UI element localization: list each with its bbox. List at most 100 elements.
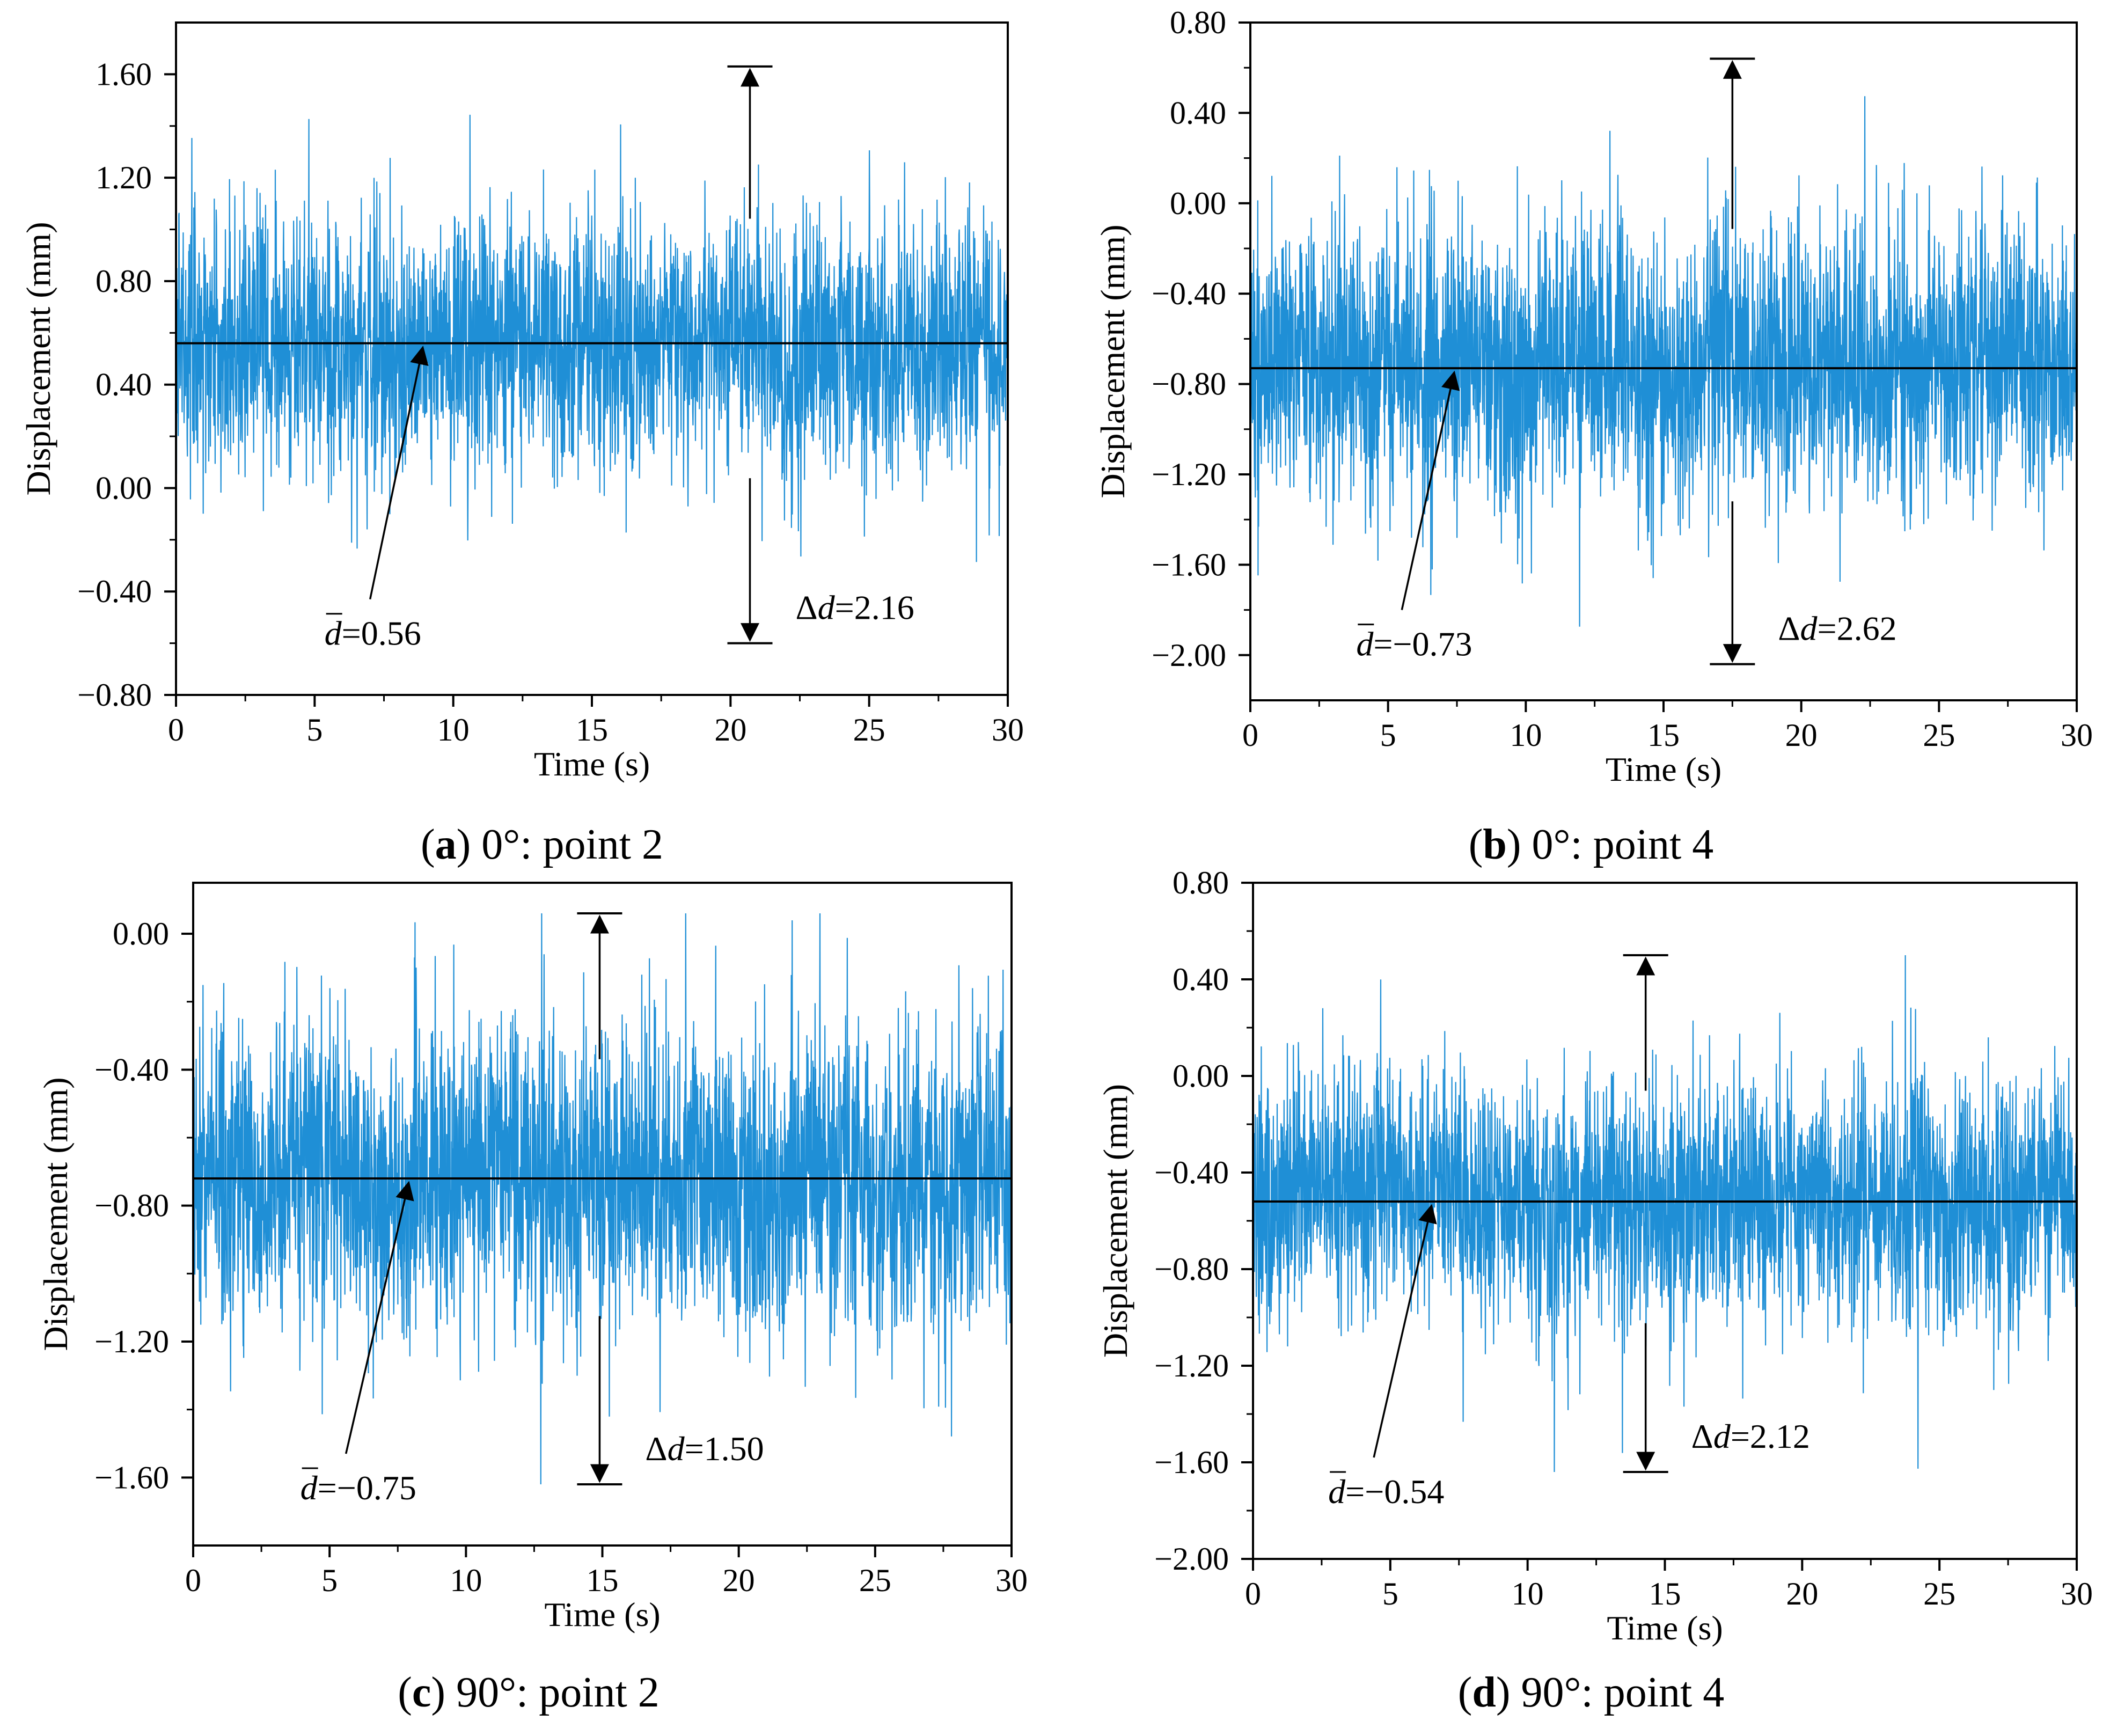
x-tick-label: 15 — [576, 712, 608, 748]
y-tick-label: −1.20 — [94, 1324, 169, 1359]
mean-value: =−0.54 — [1345, 1473, 1444, 1511]
mean-symbol: d — [1356, 625, 1374, 663]
range-value: =1.50 — [685, 1430, 764, 1468]
y-axis-title: Displacement (mm) — [36, 1077, 75, 1351]
chart-panel-d: 0 5 10 15 20 25 30 −2.00 −1.60 −1.20 −0.80 −0.40 0.0… — [1096, 865, 2093, 1716]
panel-caption: (c) 90°: point 2 — [398, 1669, 659, 1716]
y-tick-label: −0.80 — [94, 1188, 169, 1224]
caption-open-paren: ( — [1458, 1669, 1472, 1716]
y-tick-label: −0.80 — [77, 677, 152, 713]
x-axis-title: Time (s) — [544, 1595, 660, 1634]
range-value: =2.16 — [835, 589, 914, 627]
y-tick-label: 0.80 — [96, 263, 152, 299]
range-label: Δd=1.50 — [645, 1430, 764, 1468]
y-tick-label: −0.40 — [1154, 1155, 1229, 1190]
mean-pointer-arrow — [369, 346, 429, 600]
caption-text: ) 90°: point 4 — [1496, 1669, 1724, 1716]
y-tick-label: 0.80 — [1170, 5, 1226, 40]
y-tick-label: −1.20 — [1154, 1348, 1229, 1383]
chart-panel-a: 0 5 10 15 20 25 30 −0.80 −0.40 0.00 0.40 0.80 1.20 1.… — [19, 21, 1024, 868]
x-tick-label: 30 — [992, 712, 1024, 748]
delta-symbol: Δ — [1691, 1417, 1713, 1455]
x-tick-label: 25 — [1923, 717, 1955, 753]
x-tick-label: 10 — [1512, 1576, 1544, 1612]
x-tick-label: 10 — [1510, 717, 1542, 753]
caption-open-paren: ( — [398, 1669, 412, 1716]
panel-caption: (a) 0°: point 2 — [421, 821, 663, 868]
x-tick-label: 30 — [2061, 717, 2093, 753]
x-tick-label: 5 — [1380, 717, 1396, 753]
delta-variable: d — [668, 1430, 685, 1468]
panel-caption: (d) 90°: point 4 — [1458, 1669, 1724, 1716]
mean-label: d=−0.75 — [301, 1469, 416, 1507]
mean-value: =−0.75 — [318, 1469, 416, 1507]
y-tick-label: 1.60 — [96, 56, 152, 92]
range-label: Δd=2.12 — [1691, 1417, 1810, 1455]
mean-label: d=0.56 — [325, 614, 421, 653]
delta-variable: d — [1713, 1417, 1731, 1455]
x-tick-label: 20 — [714, 712, 746, 748]
x-axis-title: Time (s) — [534, 745, 650, 783]
series-line-displacement — [193, 913, 1012, 1485]
x-tick-label: 15 — [587, 1563, 619, 1598]
y-tick-label: −1.60 — [94, 1460, 169, 1495]
mean-pointer-arrow — [345, 1181, 414, 1454]
y-tick-label: 0.00 — [1170, 186, 1226, 221]
panel-caption: (b) 0°: point 4 — [1469, 821, 1713, 868]
caption-text: ) 90°: point 2 — [431, 1669, 659, 1716]
mean-symbol: d — [1328, 1473, 1346, 1511]
y-tick-label: −0.80 — [1152, 367, 1226, 402]
delta-symbol: Δ — [796, 589, 818, 627]
range-label: Δd=2.16 — [796, 589, 914, 627]
caption-letter: b — [1483, 821, 1507, 868]
caption-open-paren: ( — [421, 821, 435, 868]
series-line-displacement — [1253, 955, 2077, 1473]
x-tick-label: 30 — [2061, 1576, 2093, 1612]
y-tick-label: −1.20 — [1152, 457, 1226, 492]
series-line-displacement — [1250, 96, 2077, 627]
x-tick-label: 15 — [1649, 1576, 1681, 1612]
y-tick-label: 0.00 — [1173, 1058, 1229, 1094]
delta-symbol: Δ — [1778, 610, 1800, 648]
x-axis-title: Time (s) — [1607, 1609, 1723, 1647]
y-tick-label: 0.40 — [96, 367, 152, 402]
chart-panel-c: 0 5 10 15 20 25 30 −1.60 −1.20 −0.80 −0.40 0.00 Time… — [36, 882, 1028, 1716]
x-tick-label: 10 — [437, 712, 470, 748]
x-tick-label: 0 — [1245, 1576, 1261, 1612]
mean-symbol: d — [301, 1469, 318, 1507]
mean-symbol: d — [325, 614, 342, 653]
y-tick-label: −0.40 — [77, 574, 152, 609]
mean-value: =0.56 — [342, 614, 421, 653]
x-tick-label: 0 — [1242, 717, 1258, 753]
x-tick-label: 0 — [185, 1563, 201, 1598]
mean-label: d=−0.54 — [1328, 1473, 1444, 1511]
range-value: =2.62 — [1817, 610, 1896, 648]
x-tick-label: 25 — [853, 712, 885, 748]
mean-value: =−0.73 — [1373, 625, 1472, 663]
caption-letter: d — [1472, 1669, 1496, 1716]
range-value: =2.12 — [1731, 1417, 1810, 1455]
y-tick-label: 1.20 — [96, 160, 152, 195]
x-tick-label: 20 — [1785, 717, 1818, 753]
delta-symbol: Δ — [645, 1430, 667, 1468]
x-tick-label: 25 — [859, 1563, 891, 1598]
y-tick-label: −0.40 — [1152, 276, 1226, 311]
caption-text: ) 0°: point 2 — [457, 821, 663, 868]
caption-letter: a — [435, 821, 457, 868]
y-tick-label: 0.00 — [96, 470, 152, 506]
x-tick-label: 5 — [306, 712, 323, 748]
x-tick-label: 20 — [723, 1563, 755, 1598]
y-tick-label: −2.00 — [1152, 638, 1226, 673]
x-tick-label: 25 — [1923, 1576, 1955, 1612]
y-tick-label: −1.60 — [1152, 547, 1226, 582]
x-axis-title: Time (s) — [1606, 750, 1721, 788]
x-tick-label: 30 — [995, 1563, 1028, 1598]
y-axis-title: Displacement (mm) — [19, 222, 57, 495]
y-tick-label: 0.40 — [1170, 95, 1226, 130]
caption-letter: c — [412, 1669, 431, 1716]
y-tick-label: −1.60 — [1154, 1445, 1229, 1480]
y-tick-label: 0.00 — [113, 916, 169, 951]
delta-variable: d — [1800, 610, 1818, 648]
